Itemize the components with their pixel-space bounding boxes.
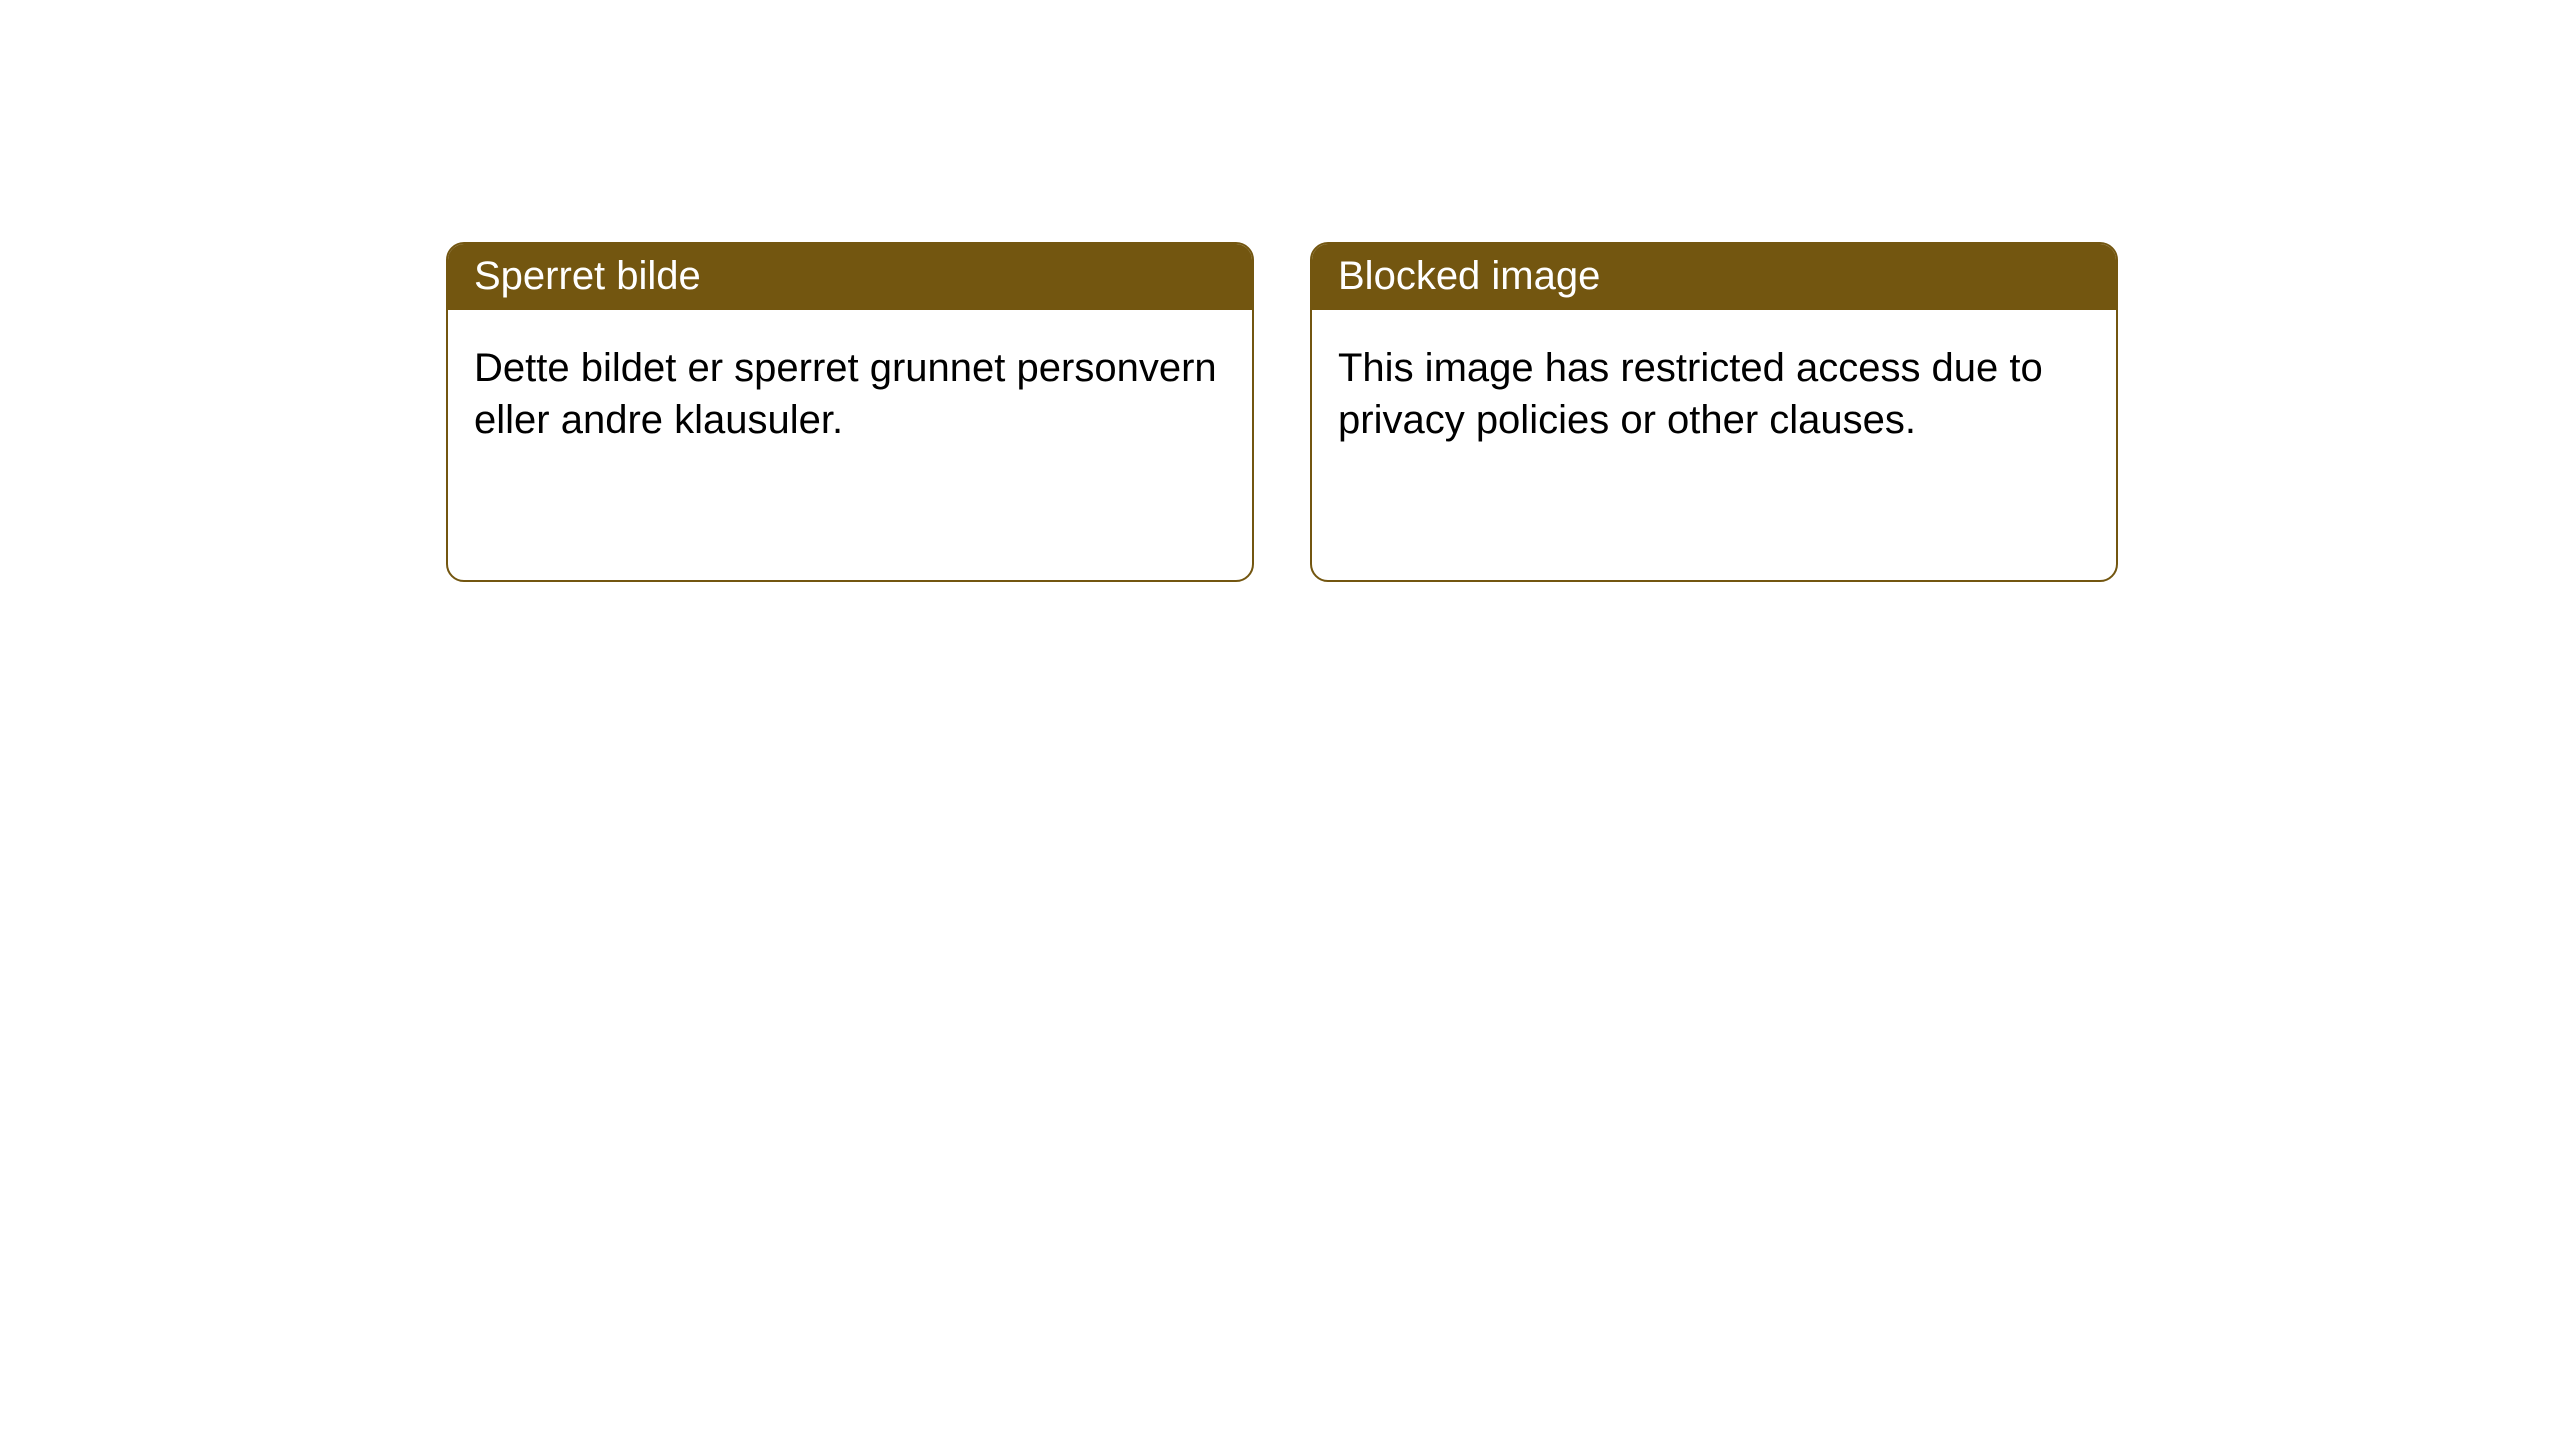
notice-card-english: Blocked image This image has restricted … — [1310, 242, 2118, 582]
card-title-norwegian: Sperret bilde — [474, 254, 701, 298]
card-header-norwegian: Sperret bilde — [448, 244, 1252, 310]
card-body-text-norwegian: Dette bildet er sperret grunnet personve… — [474, 346, 1217, 442]
card-body-english: This image has restricted access due to … — [1312, 310, 2116, 478]
card-body-norwegian: Dette bildet er sperret grunnet personve… — [448, 310, 1252, 478]
card-body-text-english: This image has restricted access due to … — [1338, 346, 2043, 442]
card-header-english: Blocked image — [1312, 244, 2116, 310]
notice-cards-container: Sperret bilde Dette bildet er sperret gr… — [446, 242, 2118, 582]
notice-card-norwegian: Sperret bilde Dette bildet er sperret gr… — [446, 242, 1254, 582]
card-title-english: Blocked image — [1338, 254, 1600, 298]
